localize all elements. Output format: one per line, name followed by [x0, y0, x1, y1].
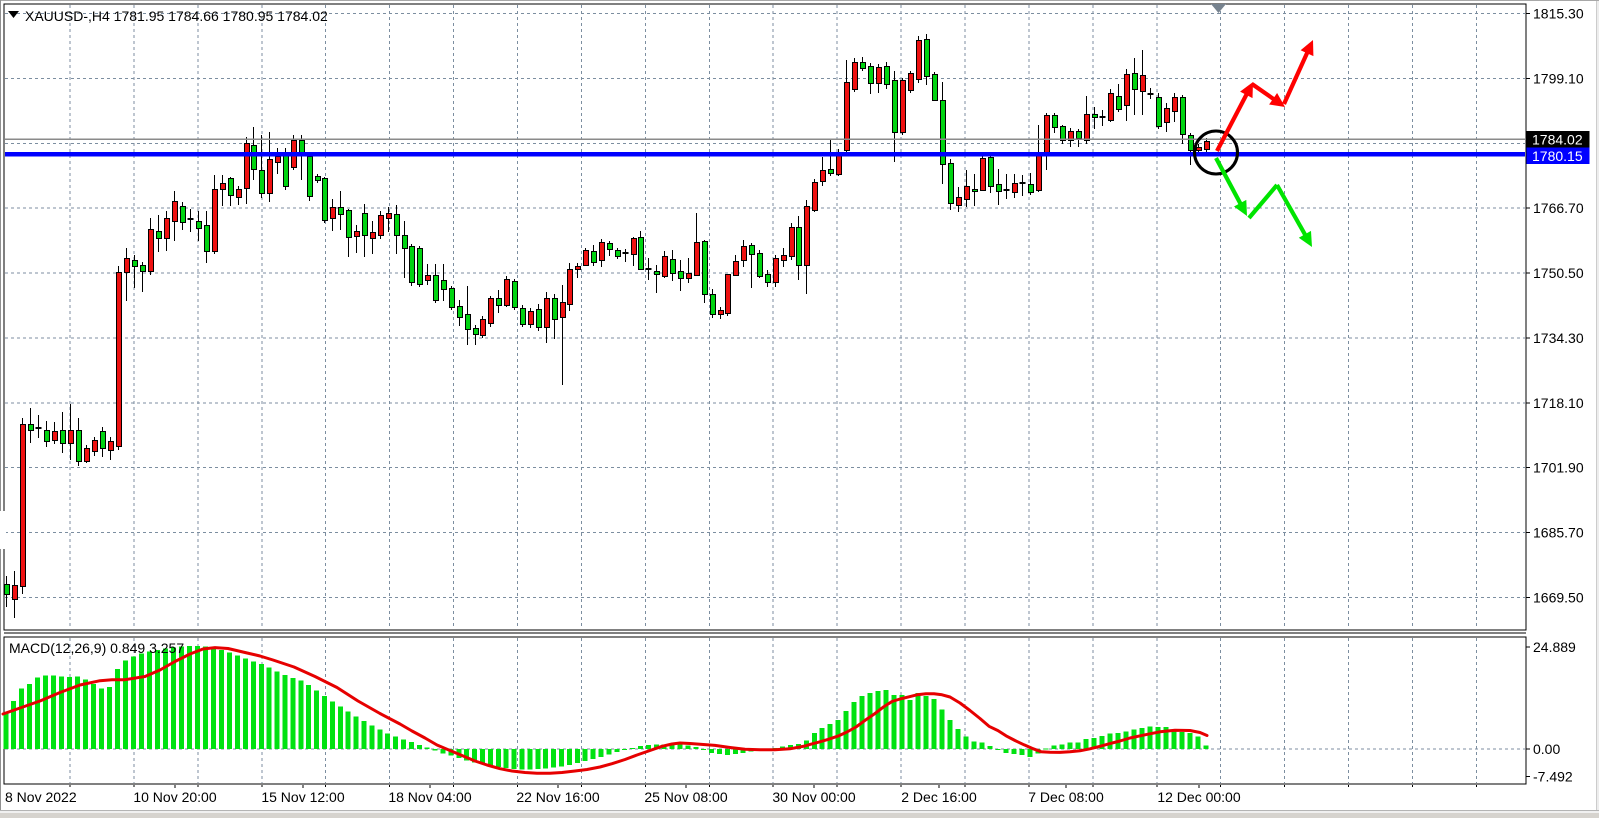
svg-text:18 Nov 04:00: 18 Nov 04:00 [388, 789, 471, 805]
svg-text:1669.50: 1669.50 [1533, 589, 1584, 605]
svg-text:2 Dec 16:00: 2 Dec 16:00 [901, 789, 977, 805]
svg-text:1718.10: 1718.10 [1533, 395, 1584, 411]
svg-text:XAUUSD-,H4 1781.95 1784.66 17: XAUUSD-,H4 1781.95 1784.66 1780.95 1784.… [25, 8, 328, 24]
svg-text:7 Dec 08:00: 7 Dec 08:00 [1028, 789, 1104, 805]
svg-text:24.889: 24.889 [1533, 639, 1576, 655]
svg-text:15 Nov 12:00: 15 Nov 12:00 [261, 789, 344, 805]
svg-text:1750.50: 1750.50 [1533, 265, 1584, 281]
svg-text:-7.492: -7.492 [1533, 768, 1573, 784]
svg-text:22 Nov 16:00: 22 Nov 16:00 [516, 789, 599, 805]
svg-text:1799.10: 1799.10 [1533, 71, 1584, 87]
svg-text:MACD(12,26,9) 0.849 3.257: MACD(12,26,9) 0.849 3.257 [9, 640, 184, 656]
svg-text:1815.30: 1815.30 [1533, 6, 1584, 22]
svg-text:1780.15: 1780.15 [1532, 148, 1583, 164]
svg-text:0.00: 0.00 [1533, 741, 1560, 757]
svg-text:1685.70: 1685.70 [1533, 525, 1584, 541]
svg-text:8 Nov 2022: 8 Nov 2022 [5, 789, 77, 805]
svg-text:12 Dec 00:00: 12 Dec 00:00 [1157, 789, 1240, 805]
svg-text:10 Nov 20:00: 10 Nov 20:00 [133, 789, 216, 805]
svg-text:1766.70: 1766.70 [1533, 200, 1584, 216]
svg-text:30 Nov 00:00: 30 Nov 00:00 [772, 789, 855, 805]
svg-text:1734.30: 1734.30 [1533, 330, 1584, 346]
svg-text:1784.02: 1784.02 [1532, 132, 1583, 148]
svg-text:1701.90: 1701.90 [1533, 460, 1584, 476]
svg-text:25 Nov 08:00: 25 Nov 08:00 [644, 789, 727, 805]
